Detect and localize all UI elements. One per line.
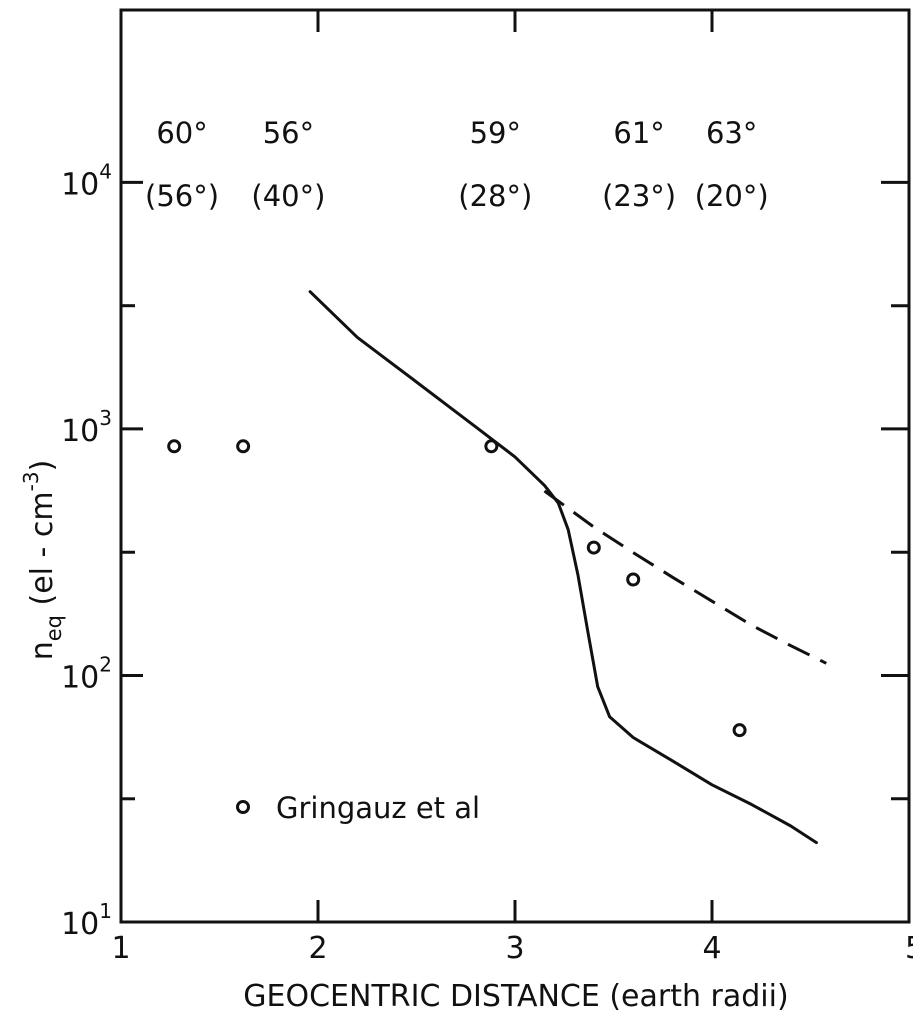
x-tick-label: 1	[111, 931, 130, 966]
annotation-upper: 61°	[613, 116, 664, 150]
annotation-lower: (56°)	[145, 179, 219, 213]
y-tick-label: 103	[61, 406, 112, 449]
annotation-upper: 56°	[263, 116, 314, 150]
dashed-curve	[543, 489, 827, 665]
x-tick-label: 4	[702, 931, 721, 966]
data-point	[236, 439, 251, 454]
data-point	[732, 723, 747, 738]
x-tick-label: 2	[308, 931, 327, 966]
annotation-lower: (23°)	[602, 179, 676, 213]
y-tick-label: 102	[61, 652, 112, 695]
annotation-upper: 60°	[156, 116, 207, 150]
data-point	[626, 572, 641, 587]
solid-curve	[308, 290, 818, 845]
y-axis-title: neq (el - cm-3)	[19, 460, 66, 661]
x-axis-title: GEOCENTRIC DISTANCE (earth radii)	[243, 979, 788, 1014]
y-tick-label: 104	[61, 159, 112, 202]
data-point	[586, 540, 601, 555]
x-tick-label: 5	[905, 931, 913, 966]
x-tick-label: 3	[505, 931, 524, 966]
annotation-lower: (40°)	[251, 179, 325, 213]
legend-marker	[236, 800, 250, 814]
y-tick-label: 101	[61, 899, 112, 942]
annotation-lower: (28°)	[458, 179, 532, 213]
legend-label: Gringauz et al	[276, 791, 480, 825]
annotation-upper: 63°	[706, 116, 757, 150]
annotation-upper: 59°	[470, 116, 521, 150]
data-point	[167, 439, 182, 454]
data-point	[484, 439, 499, 454]
annotation-lower: (20°)	[695, 179, 769, 213]
